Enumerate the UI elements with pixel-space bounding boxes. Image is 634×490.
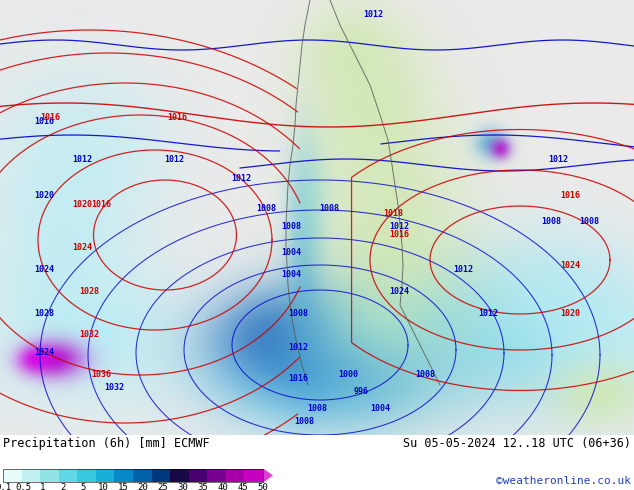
Text: 5: 5 — [81, 483, 86, 490]
Text: 30: 30 — [178, 483, 188, 490]
Bar — [59, 469, 77, 482]
Text: 1004: 1004 — [281, 248, 302, 257]
Text: 1008: 1008 — [288, 309, 308, 318]
Text: 1012: 1012 — [363, 10, 383, 19]
Text: 1024: 1024 — [389, 287, 410, 296]
Text: 1012: 1012 — [164, 155, 184, 164]
Text: 1008: 1008 — [415, 369, 435, 379]
Text: 1012: 1012 — [231, 174, 251, 183]
Text: 1012: 1012 — [72, 155, 93, 164]
Text: 20: 20 — [138, 483, 148, 490]
Text: 1016: 1016 — [560, 191, 581, 200]
Text: 1: 1 — [41, 483, 46, 490]
Text: 1008: 1008 — [256, 204, 276, 213]
Text: 1012: 1012 — [389, 221, 410, 231]
Bar — [3, 469, 22, 482]
Bar — [3, 469, 263, 482]
Bar — [245, 469, 263, 482]
Bar — [133, 469, 152, 482]
Text: 1020: 1020 — [560, 309, 581, 318]
Text: 1012: 1012 — [548, 155, 568, 164]
Bar — [170, 469, 189, 482]
Text: 0.1: 0.1 — [0, 483, 11, 490]
Text: 1012: 1012 — [478, 309, 498, 318]
Text: 1000: 1000 — [339, 369, 359, 379]
Bar — [77, 469, 96, 482]
Bar — [114, 469, 133, 482]
Bar — [22, 469, 40, 482]
Text: 40: 40 — [217, 483, 228, 490]
Text: 1008: 1008 — [541, 218, 562, 226]
Text: 1008: 1008 — [320, 204, 340, 213]
Text: 1020: 1020 — [72, 200, 93, 209]
Text: 1012: 1012 — [453, 265, 473, 274]
Text: 1020: 1020 — [34, 191, 55, 200]
Text: 1018: 1018 — [383, 209, 403, 218]
Bar — [189, 469, 207, 482]
Text: ©weatheronline.co.uk: ©weatheronline.co.uk — [496, 476, 631, 486]
Text: 1004: 1004 — [370, 404, 391, 414]
Text: 10: 10 — [98, 483, 108, 490]
Text: 1012: 1012 — [288, 343, 308, 352]
Text: 1008: 1008 — [307, 404, 327, 414]
Text: 1004: 1004 — [281, 270, 302, 278]
Text: 1016: 1016 — [41, 113, 61, 122]
Text: 1016: 1016 — [34, 117, 55, 126]
Text: 0.5: 0.5 — [15, 483, 31, 490]
FancyArrow shape — [263, 469, 273, 482]
Text: 1008: 1008 — [294, 417, 314, 426]
Text: 1016: 1016 — [288, 374, 308, 383]
Text: 1008: 1008 — [579, 218, 600, 226]
Bar — [152, 469, 170, 482]
Text: 1036: 1036 — [91, 369, 112, 379]
Text: 1028: 1028 — [79, 287, 99, 296]
Text: Precipitation (6h) [mm] ECMWF: Precipitation (6h) [mm] ECMWF — [3, 437, 210, 450]
Text: 1024: 1024 — [72, 244, 93, 252]
Bar — [207, 469, 226, 482]
Text: 50: 50 — [257, 483, 268, 490]
Text: 1024: 1024 — [560, 261, 581, 270]
Text: 1032: 1032 — [104, 383, 124, 392]
Text: 1016: 1016 — [389, 230, 410, 240]
Text: 1016: 1016 — [91, 200, 112, 209]
Text: 1016: 1016 — [167, 113, 188, 122]
Text: 1024: 1024 — [34, 348, 55, 357]
Bar — [40, 469, 59, 482]
Text: 2: 2 — [60, 483, 66, 490]
Bar — [96, 469, 114, 482]
Text: 996: 996 — [354, 387, 369, 396]
Text: Su 05-05-2024 12..18 UTC (06+36): Su 05-05-2024 12..18 UTC (06+36) — [403, 437, 631, 450]
Bar — [226, 469, 245, 482]
Text: 35: 35 — [198, 483, 209, 490]
Text: 1032: 1032 — [79, 330, 99, 340]
Text: 1008: 1008 — [281, 221, 302, 231]
Text: 25: 25 — [158, 483, 169, 490]
Text: 1024: 1024 — [34, 265, 55, 274]
Text: 1028: 1028 — [34, 309, 55, 318]
Text: 15: 15 — [118, 483, 128, 490]
Text: 45: 45 — [238, 483, 249, 490]
